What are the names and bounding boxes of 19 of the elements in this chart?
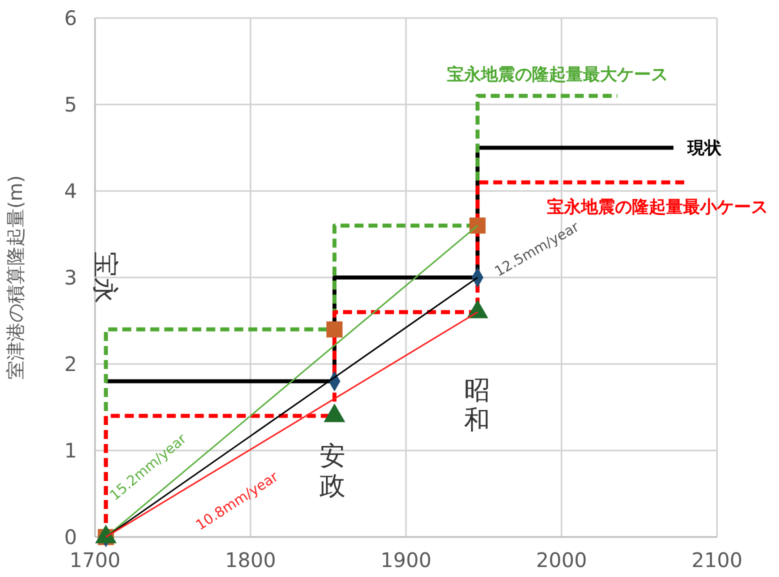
y-tick-label: 3 xyxy=(64,266,77,290)
y-tick-label: 2 xyxy=(64,352,77,376)
x-tick-label: 2100 xyxy=(692,548,742,572)
x-tick-label: 1800 xyxy=(225,548,276,572)
x-tick-label: 1700 xyxy=(70,548,120,572)
annotation: 昭和 xyxy=(464,376,490,436)
y-tick-label: 5 xyxy=(64,92,77,116)
series-label: 宝永地震の隆起量最大ケース xyxy=(446,64,668,85)
x-tick-label: 2000 xyxy=(536,548,587,572)
annotation: 宝永 xyxy=(89,252,120,304)
x-tick-label: 1900 xyxy=(380,548,432,572)
series-label: 現状 xyxy=(686,138,722,159)
annotation: 安政 xyxy=(320,442,346,502)
y-tick-label: 6 xyxy=(64,6,77,30)
y-axis-title: 室津港の積算隆起量(m) xyxy=(5,175,27,380)
y-tick-label: 4 xyxy=(64,179,77,203)
series-label: 宝永地震の隆起量最小ケース xyxy=(546,197,768,218)
y-tick-label: 1 xyxy=(64,438,77,462)
y-tick-label: 0 xyxy=(64,525,77,549)
